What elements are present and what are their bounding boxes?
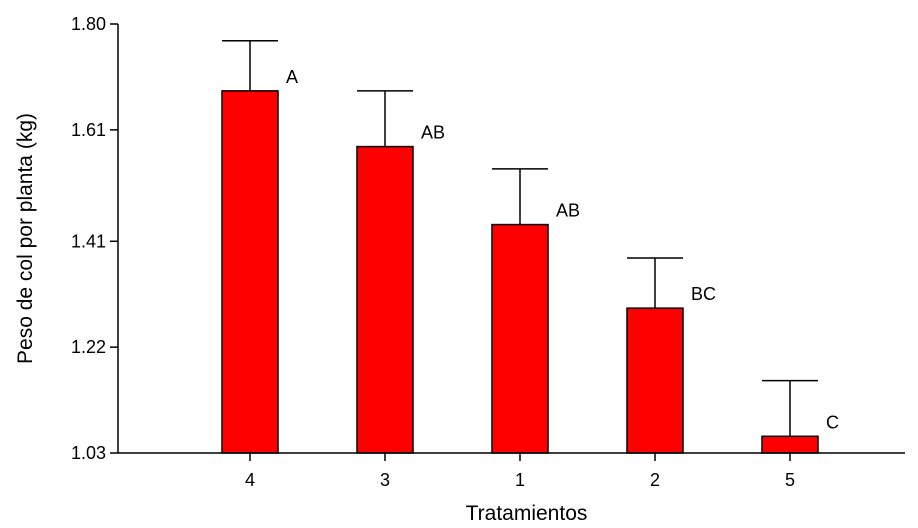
- y-tick-label: 1.22: [71, 337, 106, 357]
- y-ticks-group: 1.03 1.22 1.41 1.61 1.80: [71, 14, 118, 463]
- y-axis-title: Peso de col por planta (kg): [14, 113, 37, 364]
- significance-label-4: A: [286, 67, 298, 87]
- x-tick-label: 3: [380, 470, 390, 490]
- y-tick-label: 1.41: [71, 231, 106, 251]
- significance-label-3: AB: [421, 123, 445, 143]
- x-tick-label: 5: [785, 470, 795, 490]
- bar-5: [761, 435, 819, 454]
- x-tick-label: 4: [245, 470, 255, 490]
- x-ticks-group: 4 3 1 2 5: [245, 453, 795, 490]
- x-tick-label: 2: [650, 470, 660, 490]
- y-tick-label: 1.03: [71, 443, 106, 463]
- bar-1: [491, 223, 549, 454]
- x-tick-label: 1: [515, 470, 525, 490]
- bar-2: [626, 307, 684, 454]
- y-tick-label: 1.61: [71, 120, 106, 140]
- bars-group: [221, 90, 819, 454]
- significance-label-2: BC: [691, 284, 716, 304]
- bar-4: [221, 90, 279, 454]
- significance-label-5: C: [826, 412, 839, 432]
- significance-label-1: AB: [556, 201, 580, 221]
- error-bars-group: [222, 39, 818, 437]
- significance-labels-group: A AB AB BC C: [286, 67, 839, 432]
- bar-3: [356, 145, 414, 454]
- axes-group: [117, 24, 905, 454]
- y-tick-label: 1.80: [71, 14, 106, 34]
- x-axis-title: Tratamientos: [466, 502, 588, 525]
